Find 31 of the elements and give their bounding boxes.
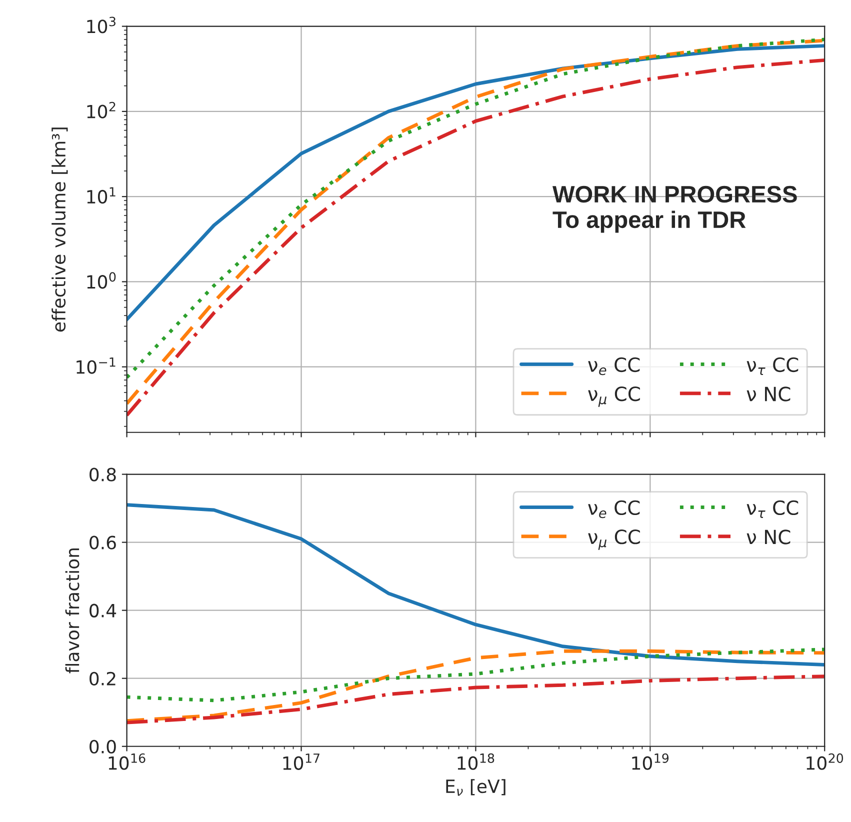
legend-label: ν$_{μ}$ CC (588, 386, 640, 407)
y-tick-label: 0.0 (90, 740, 116, 754)
y-tick-label: 0.6 (90, 536, 116, 550)
legend-label: ν$_{e}$ CC (588, 500, 640, 518)
legend-label: ν$_{τ}$ CC (746, 357, 798, 375)
legend-label: ν$_{μ}$ CC (588, 529, 640, 550)
legend-label: ν NC (746, 530, 790, 544)
x-tick-label: 10$^{18}$ (458, 753, 494, 770)
line-series (126, 44, 825, 322)
y-axis-title: flavor fraction (65, 548, 80, 674)
line-series (126, 649, 825, 723)
x-axis-title: E$_{ν}$ [eV] (446, 779, 506, 796)
y-axis-title: effective volume [km³] (52, 128, 68, 332)
y-tick-label: 10$^{1}$ (87, 187, 116, 204)
x-tick-label: 10$^{17}$ (283, 754, 320, 770)
y-tick-label: 10$^{0}$ (87, 272, 116, 289)
x-tick-label: 10$^{16}$ (108, 753, 146, 770)
x-tick-label: 10$^{19}$ (632, 753, 669, 770)
y-tick-label: 0.2 (90, 672, 116, 686)
y-tick-label: 10$^{3}$ (87, 16, 116, 34)
y-tick-label: 0.8 (90, 468, 116, 482)
y-tick-label: 0.4 (90, 604, 116, 618)
x-tick-label: 10$^{20}$ (806, 753, 844, 770)
legend-label: ν$_{e}$ CC (588, 357, 640, 376)
line-series (126, 648, 825, 702)
y-tick-label: 10$^{2}$ (87, 102, 116, 118)
legend-label: ν$_{τ}$ CC (746, 500, 798, 518)
line-series (126, 674, 825, 724)
legend-label: ν NC (746, 386, 790, 402)
y-tick-label: 10$^{−1}$ (76, 357, 116, 374)
annotation: WORK IN PROGRESS To appear in TDR (552, 186, 797, 233)
